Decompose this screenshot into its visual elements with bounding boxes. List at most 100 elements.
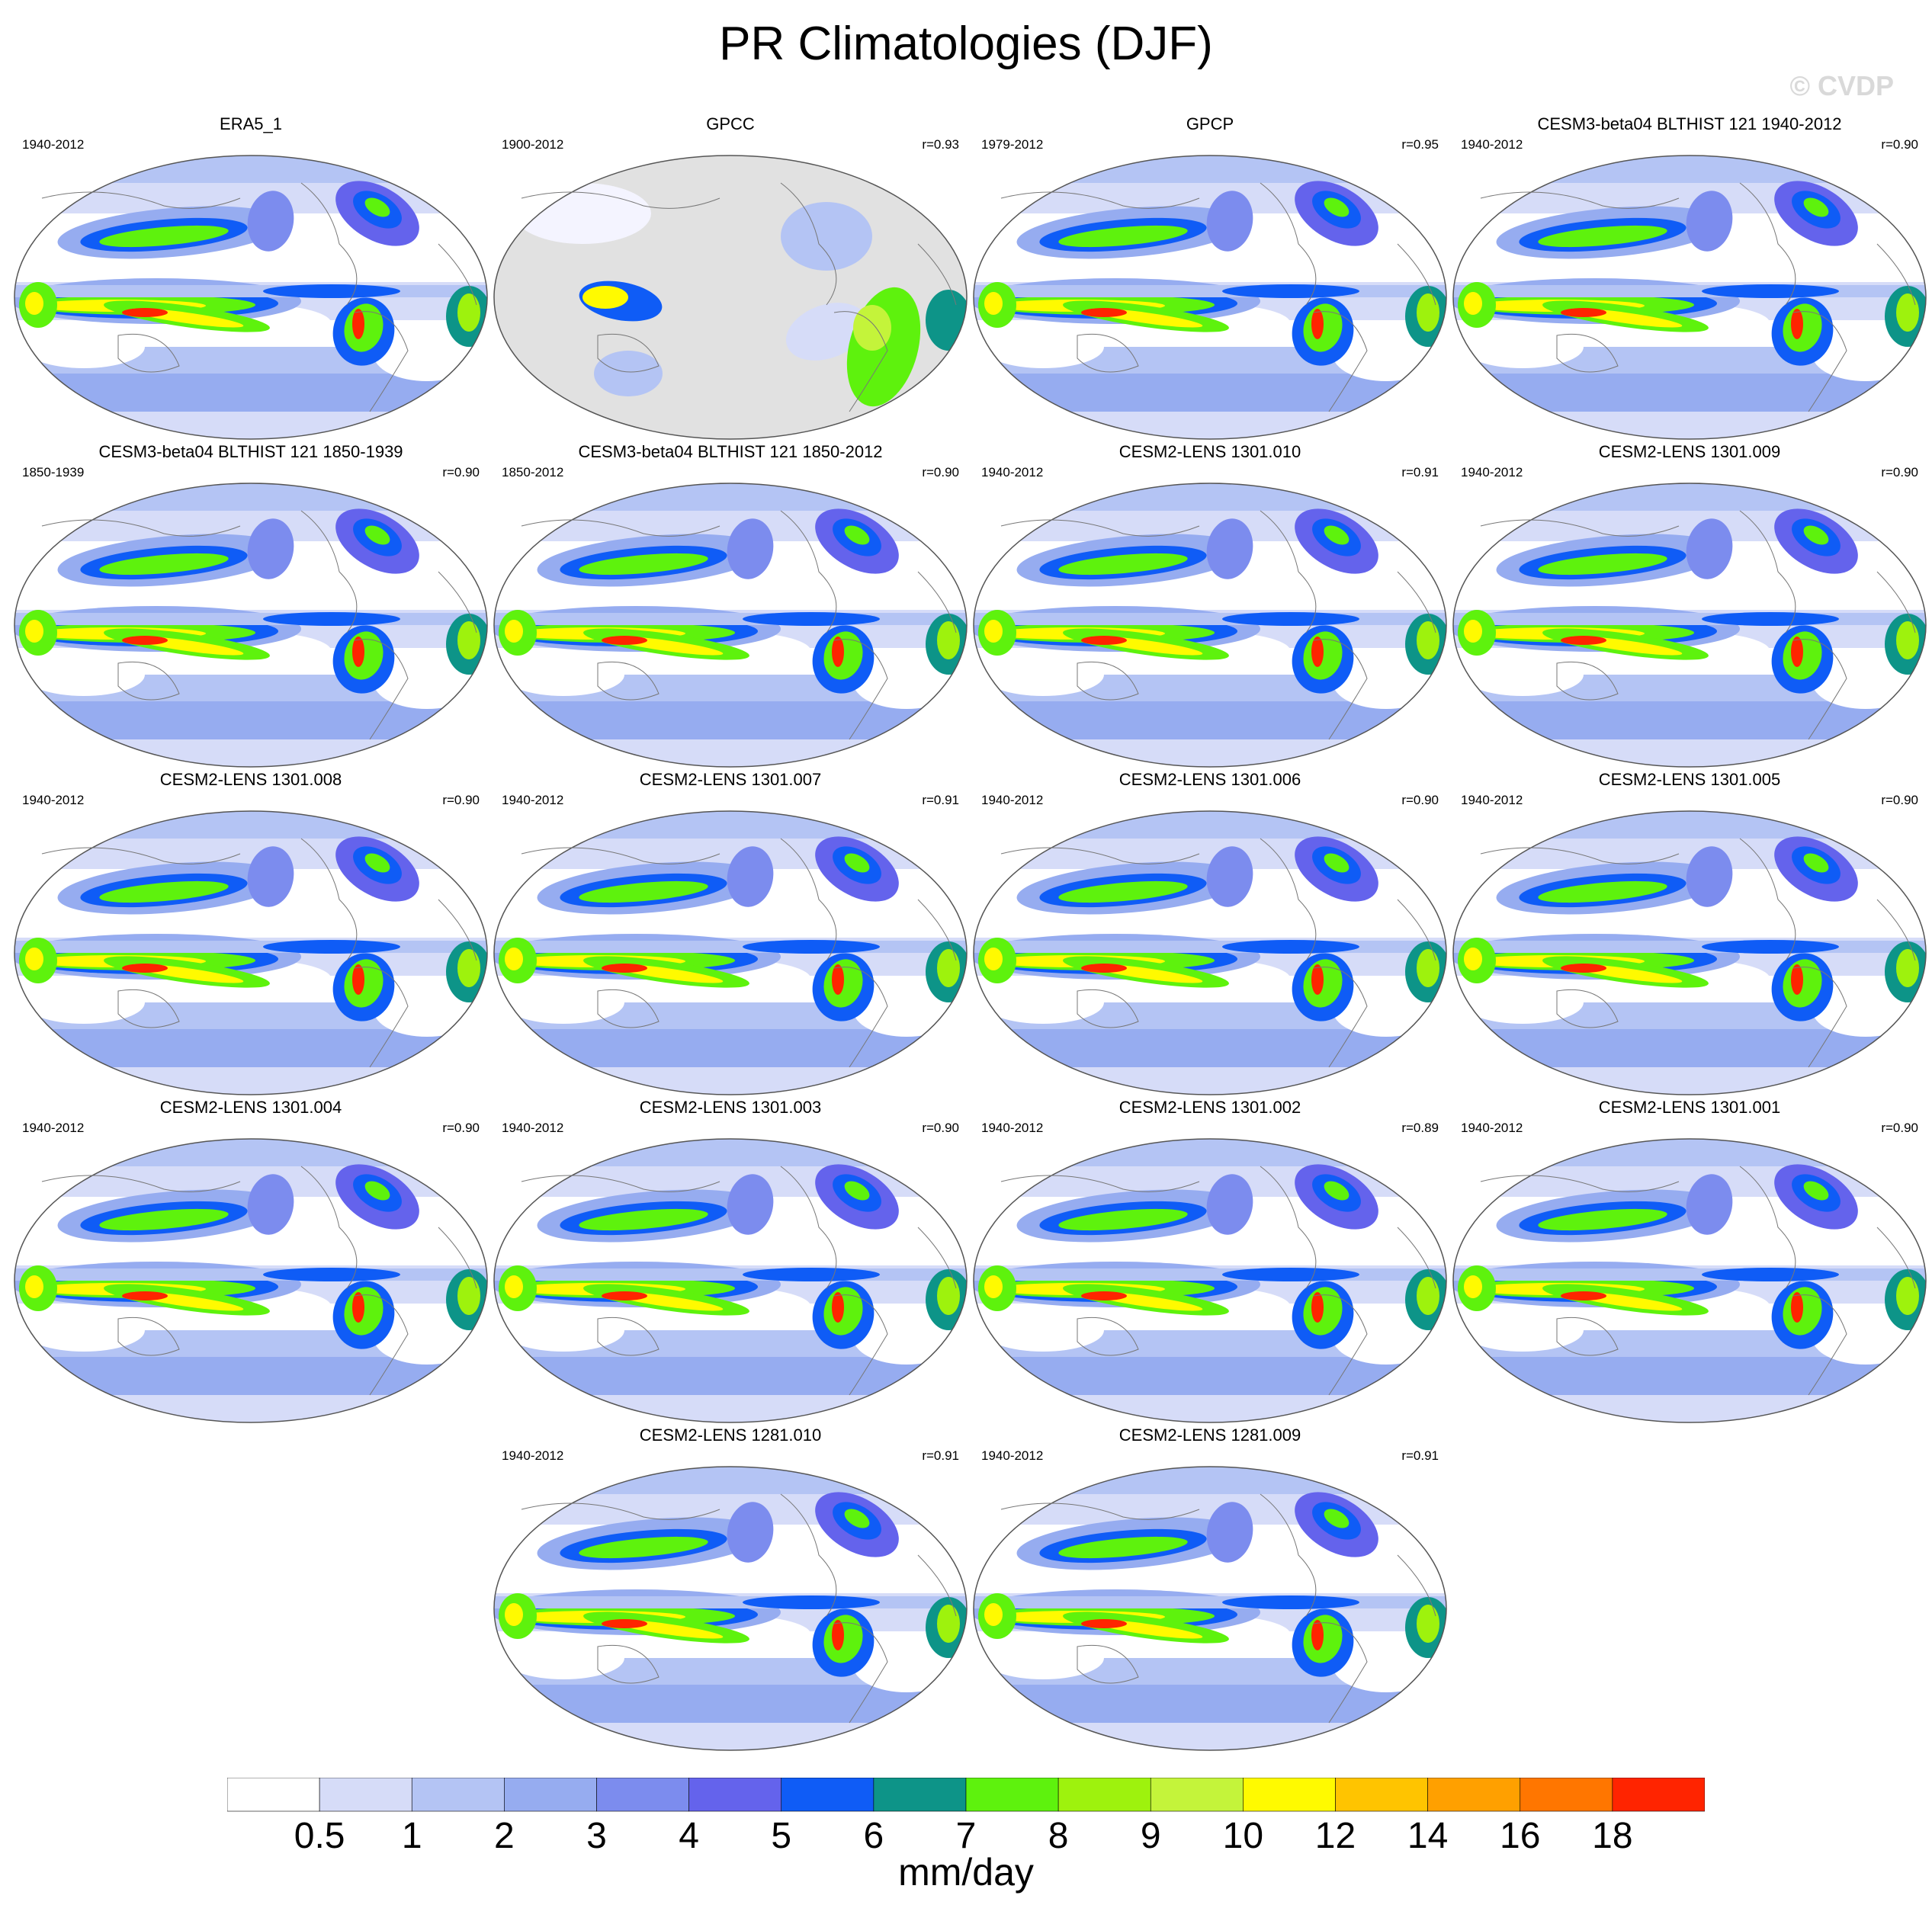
colorbar-tick-label: 14	[1407, 1816, 1448, 1851]
precip-map	[973, 483, 1447, 768]
colorbar-tick-label: 10	[1223, 1816, 1263, 1851]
map-panel: CESM2-LENS 1301.006 1940-2012 r=0.90	[971, 770, 1449, 1098]
map-panel: CESM3-beta04 BLTHIST 121 1850-1939 1850-1…	[11, 442, 490, 770]
colorbar-swatch	[596, 1778, 689, 1812]
panel-years: 1979-2012	[981, 137, 1044, 152]
panel-correlation: r=0.91	[922, 1448, 959, 1463]
colorbar-swatch	[319, 1778, 412, 1812]
panel-years: 1900-2012	[502, 137, 564, 152]
panel-correlation: r=0.90	[442, 793, 480, 807]
panel-years: 1940-2012	[22, 793, 85, 807]
colorbar-tick-label: 1	[402, 1816, 422, 1851]
map-panel: CESM2-LENS 1301.008 1940-2012 r=0.90	[11, 770, 490, 1098]
panel-title: CESM2-LENS 1301.006	[1118, 770, 1301, 789]
map-panel: CESM2-LENS 1301.002 1940-2012 r=0.89	[971, 1098, 1449, 1426]
panel-correlation: r=0.90	[1401, 793, 1439, 807]
colorbar-swatch	[1057, 1778, 1151, 1812]
map-panel: CESM2-LENS 1301.007 1940-2012 r=0.91	[491, 770, 970, 1098]
colorbar-tick-label: 2	[494, 1816, 515, 1851]
precip-map	[1452, 1138, 1927, 1423]
panel-correlation: r=0.90	[442, 1121, 480, 1135]
colorbar-tick-label: 4	[679, 1816, 699, 1851]
panel-title: CESM2-LENS 1301.003	[639, 1098, 822, 1117]
precip-map	[493, 483, 968, 768]
panel-title: ERA5_1	[220, 114, 282, 133]
panel-years: 1940-2012	[981, 1121, 1044, 1135]
colorbar-tick-label: 9	[1141, 1816, 1161, 1851]
colorbar-tick-label: 18	[1592, 1816, 1632, 1851]
colorbar-swatch	[965, 1778, 1059, 1812]
panel-years: 1850-2012	[502, 465, 564, 479]
panel-correlation: r=0.91	[1401, 1448, 1439, 1463]
panel-correlation: r=0.90	[1881, 137, 1918, 152]
panel-correlation: r=0.91	[1401, 465, 1439, 479]
map-panel: GPCC 1900-2012 r=0.93	[491, 114, 970, 442]
panel-title: CESM3-beta04 BLTHIST 121 1850-1939	[98, 442, 403, 461]
precip-map	[1452, 810, 1927, 1095]
colorbar-tick-label: 3	[586, 1816, 607, 1851]
colorbar-tick-label: 12	[1315, 1816, 1356, 1851]
panel-years: 1940-2012	[981, 793, 1044, 807]
panel-correlation: r=0.95	[1401, 137, 1439, 152]
panel-title: GPCP	[1186, 114, 1234, 133]
precip-map	[1452, 155, 1927, 440]
panel-correlation: r=0.89	[1401, 1121, 1439, 1135]
colorbar-tick-label: 5	[771, 1816, 791, 1851]
colorbar-tick-label: 8	[1048, 1816, 1069, 1851]
panel-title: CESM2-LENS 1301.005	[1598, 770, 1781, 789]
panel-correlation: r=0.90	[922, 465, 959, 479]
panel-title: CESM2-LENS 1301.008	[159, 770, 342, 789]
cvdp-watermark: © CVDP	[1789, 70, 1894, 101]
panel-years: 1940-2012	[1461, 465, 1523, 479]
panel-title: CESM2-LENS 1301.007	[639, 770, 822, 789]
map-panel: CESM2-LENS 1301.005 1940-2012 r=0.90	[1450, 770, 1929, 1098]
panel-years: 1850-1939	[22, 465, 85, 479]
panel-years: 1940-2012	[22, 137, 85, 152]
panel-years: 1940-2012	[22, 1121, 85, 1135]
panel-correlation: r=0.93	[922, 137, 959, 152]
panel-title: CESM2-LENS 1301.009	[1598, 442, 1781, 461]
precip-map	[973, 1138, 1447, 1423]
map-panel: GPCP 1979-2012 r=0.95	[971, 114, 1449, 442]
panel-correlation: r=0.90	[1881, 465, 1918, 479]
colorbar-swatch	[504, 1778, 597, 1812]
panel-correlation: r=0.90	[442, 465, 480, 479]
map-panel: CESM2-LENS 1301.009 1940-2012 r=0.90	[1450, 442, 1929, 770]
precip-map	[14, 1138, 488, 1423]
colorbar-swatch	[1150, 1778, 1244, 1812]
map-panel: CESM3-beta04 BLTHIST 121 1940-2012 1940-2…	[1450, 114, 1929, 442]
map-panel: ERA5_1 1940-2012	[11, 114, 490, 442]
map-panel: CESM2-LENS 1301.004 1940-2012 r=0.90	[11, 1098, 490, 1426]
colorbar-tick-label: 6	[864, 1816, 884, 1851]
precip-map	[973, 810, 1447, 1095]
colorbar-swatch	[873, 1778, 967, 1812]
colorbar-units-label: mm/day	[898, 1851, 1034, 1894]
precip-map	[14, 155, 488, 440]
panel-title: CESM2-LENS 1301.010	[1118, 442, 1301, 461]
precip-map	[493, 1466, 968, 1751]
map-panel: CESM2-LENS 1281.009 1940-2012 r=0.91	[971, 1426, 1449, 1753]
map-panel: CESM2-LENS 1281.010 1940-2012 r=0.91	[491, 1426, 970, 1753]
panel-title: CESM2-LENS 1301.002	[1118, 1098, 1301, 1117]
panel-years: 1940-2012	[1461, 1121, 1523, 1135]
panel-title: CESM2-LENS 1281.009	[1118, 1426, 1301, 1445]
precip-map	[14, 810, 488, 1095]
map-panel: CESM2-LENS 1301.010 1940-2012 r=0.91	[971, 442, 1449, 770]
colorbar-swatch	[1520, 1778, 1613, 1812]
colorbar-swatch	[411, 1778, 505, 1812]
precip-map	[493, 810, 968, 1095]
colorbar-swatch	[781, 1778, 875, 1812]
panel-years: 1940-2012	[1461, 137, 1523, 152]
panel-correlation: r=0.90	[922, 1121, 959, 1135]
panel-correlation: r=0.90	[1881, 793, 1918, 807]
panel-title: CESM3-beta04 BLTHIST 121 1850-2012	[578, 442, 883, 461]
panel-title: CESM2-LENS 1281.010	[639, 1426, 822, 1445]
panel-years: 1940-2012	[502, 1448, 564, 1463]
colorbar-tick-label: 16	[1500, 1816, 1540, 1851]
panel-title: CESM2-LENS 1301.004	[159, 1098, 342, 1117]
colorbar-tick-label: 7	[956, 1816, 977, 1851]
panel-years: 1940-2012	[981, 465, 1044, 479]
precip-map	[14, 483, 488, 768]
panel-years: 1940-2012	[981, 1448, 1044, 1463]
panel-correlation: r=0.90	[1881, 1121, 1918, 1135]
